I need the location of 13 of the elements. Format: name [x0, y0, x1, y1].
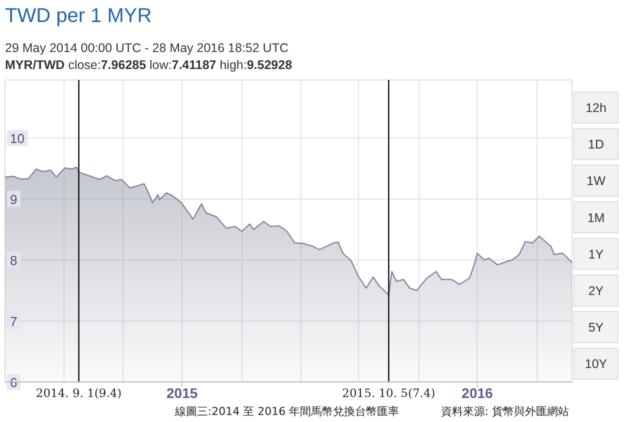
annotation: MYR/TWD close:7.96285 low:7.41187 high:9.52928 [5, 58, 292, 72]
ref-line-label: 2014. 9. 1(9.4) [36, 386, 122, 400]
y-tick-label: 7 [10, 314, 18, 329]
x-tick-label: 2015 [166, 385, 198, 401]
y-tick-label: 9 [10, 192, 18, 207]
annotation: 線圖三:2014 至 2016 年間馬幣兌換台幣匯率 [174, 405, 400, 418]
ref-line-label: 2015. 10. 5(7.4) [342, 386, 436, 400]
x-tick-label: 2016 [462, 385, 494, 401]
subtitle: 29 May 2014 00:00 UTC - 28 May 2016 18:52 UTC [5, 41, 288, 55]
annotation: 資料來源: 貨幣與外匯網站 [440, 405, 570, 418]
y-tick-label: 10 [10, 130, 24, 146]
y-tick-label: 8 [10, 252, 18, 268]
title: TWD per 1 MYR [5, 5, 152, 27]
